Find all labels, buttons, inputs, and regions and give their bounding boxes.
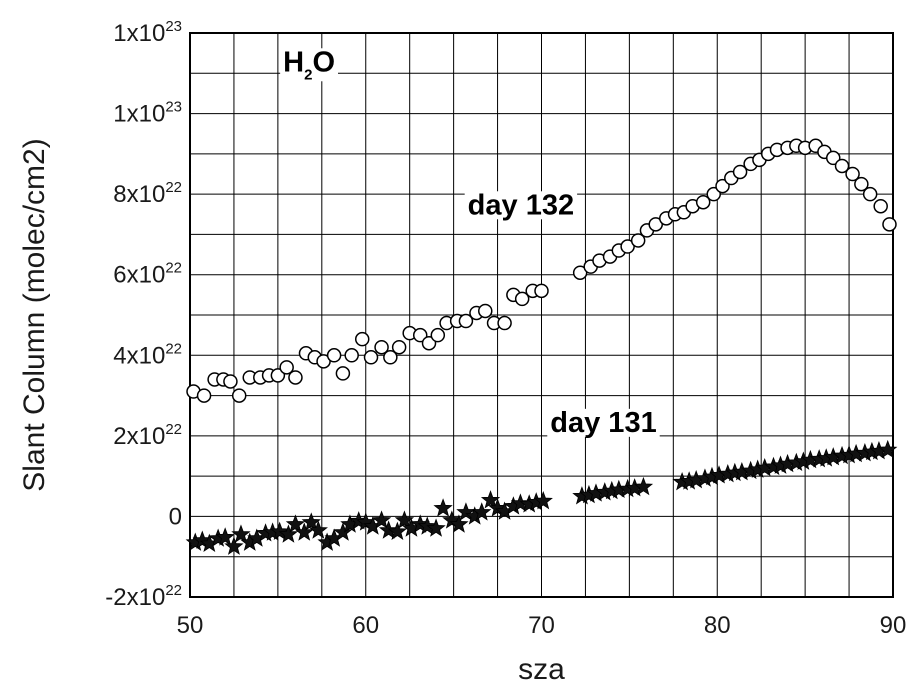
data-point-circle — [231, 388, 247, 403]
x-tick-label: 90 — [880, 612, 907, 639]
data-point-circle — [630, 233, 646, 248]
data-point-circle — [344, 348, 359, 363]
data-point-star — [371, 510, 392, 529]
data-point-circle — [514, 291, 530, 307]
data-point-star — [301, 512, 321, 531]
data-point-circle — [478, 303, 493, 319]
y-tick-label: 2x1022 — [113, 421, 182, 450]
data-point-star — [472, 502, 492, 521]
data-point-star — [215, 527, 235, 546]
data-point-circle — [270, 368, 286, 383]
data-point-circle — [412, 327, 428, 343]
data-point-circle — [572, 265, 588, 280]
y-tick-label: 8x1022 — [113, 179, 182, 208]
data-point-star — [480, 490, 501, 509]
data-point-star — [308, 520, 328, 539]
data-point-circle — [374, 339, 389, 355]
data-point-circle — [458, 313, 474, 329]
y-axis-title: Slant Column (molec/cm2) — [18, 138, 51, 491]
data-point-circle — [534, 283, 549, 299]
data-point-circle — [223, 374, 238, 389]
data-point-star — [231, 524, 251, 543]
data-point-star — [633, 476, 654, 496]
data-point-star — [433, 498, 453, 517]
data-point-circle — [196, 388, 212, 403]
annotation-label: H2O — [283, 46, 335, 83]
data-point-circle — [620, 239, 635, 254]
annotation-background — [464, 191, 578, 220]
data-point-circle — [882, 217, 897, 232]
y-tick-label: 6x1022 — [113, 260, 182, 289]
data-point-circle — [288, 370, 303, 385]
data-point-circle — [648, 217, 663, 232]
y-tick-label: 1x1023 — [113, 18, 182, 47]
data-point-star — [426, 518, 446, 537]
data-point-circle — [363, 350, 379, 365]
data-point-circle — [335, 366, 351, 381]
data-point-circle — [383, 350, 398, 365]
data-point-star — [878, 439, 898, 459]
data-point-star — [456, 502, 476, 521]
x-axis-tick-labels: 50 60 70 80 90 — [177, 612, 907, 639]
series-0 — [186, 138, 897, 403]
plot-frame — [189, 32, 894, 598]
annotation-background — [547, 408, 660, 437]
x-tick-label: 80 — [704, 612, 731, 639]
data-point-circle — [825, 150, 841, 166]
data-point-circle — [845, 166, 860, 182]
y-axis-tick-labels: -2x1022 0 2x1022 4x1022 6x1022 8x1022 1x1023 1x… — [105, 18, 182, 611]
data-point-circle — [834, 158, 850, 174]
data-point-circle — [695, 194, 711, 210]
annotation-label: day 131 — [550, 407, 656, 439]
data-point-star — [278, 524, 299, 543]
annotation-background — [280, 48, 339, 82]
data-point-star — [285, 514, 306, 533]
y-tick-label: 4x1022 — [113, 340, 182, 369]
y-tick-label: -2x1022 — [105, 582, 182, 611]
y-tick-label: 1x1023 — [113, 99, 182, 128]
data-point-star — [378, 520, 399, 539]
data-point-star — [224, 536, 244, 555]
data-point-circle — [316, 354, 331, 369]
y-tick-label: 0 — [169, 503, 182, 530]
data-point-circle — [715, 178, 730, 194]
x-tick-label: 60 — [352, 612, 379, 639]
data-point-circle — [497, 315, 512, 331]
data-point-circle — [430, 327, 446, 343]
data-point-star — [294, 522, 314, 541]
data-point-circle — [873, 198, 888, 214]
data-point-circle — [706, 186, 721, 202]
x-axis-title: sza — [518, 653, 565, 686]
data-point-circle — [326, 348, 342, 363]
data-series — [185, 138, 898, 555]
data-point-star — [533, 490, 553, 510]
data-point-circle — [279, 360, 294, 375]
x-tick-label: 70 — [528, 612, 555, 639]
data-point-circle — [854, 176, 869, 192]
series-1 — [185, 439, 898, 555]
data-point-star — [333, 522, 353, 541]
annotation-label: day 132 — [468, 189, 574, 221]
data-point-circle — [391, 339, 407, 355]
data-point-star — [394, 510, 415, 529]
x-tick-label: 50 — [177, 612, 204, 639]
data-point-circle — [732, 164, 748, 180]
data-point-circle — [354, 331, 370, 347]
data-point-star — [269, 521, 290, 540]
annotations: H2O day 132 day 131 — [280, 46, 660, 439]
data-point-star — [449, 514, 469, 533]
data-point-circle — [862, 186, 878, 202]
data-point-circle — [421, 335, 437, 351]
data-point-star — [387, 521, 408, 540]
